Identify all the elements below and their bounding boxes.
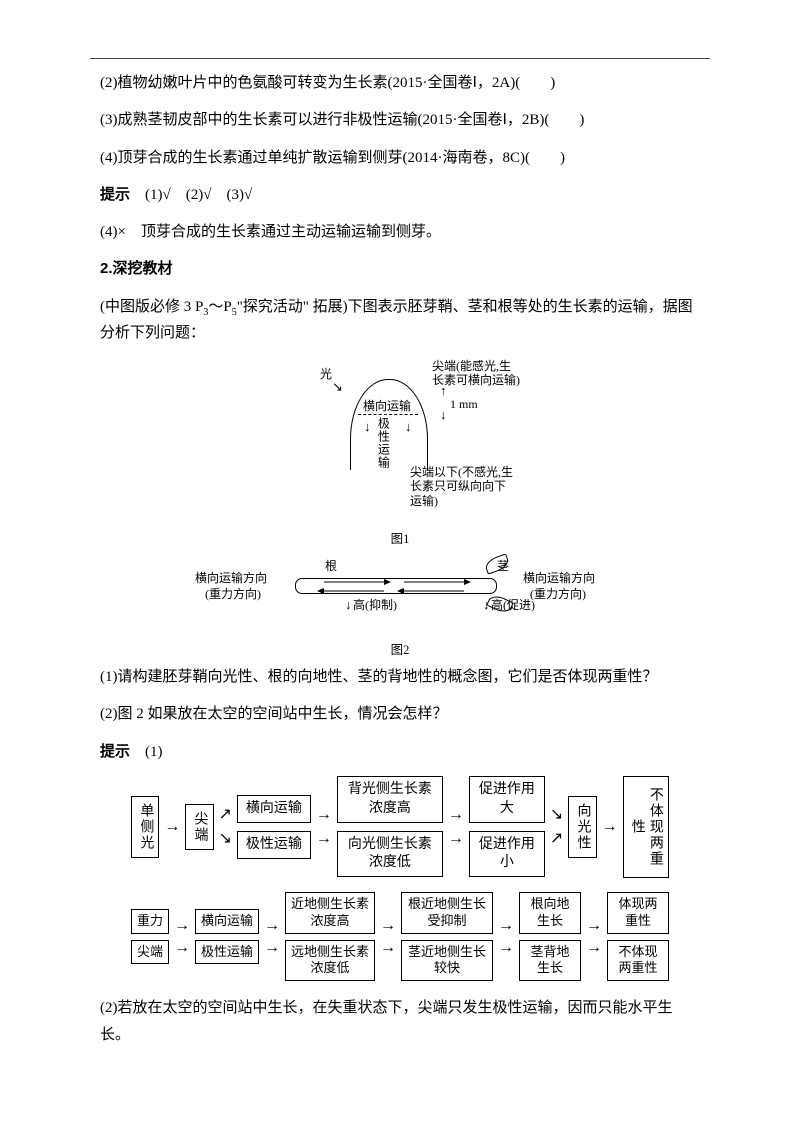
down-arrow-icon: ↓ [440, 407, 447, 423]
arrow-icon: → [174, 918, 190, 934]
arrow-icon: → [316, 831, 332, 847]
cm2-box-tip: 尖端 [131, 940, 169, 965]
arrow-icon: → [380, 918, 396, 934]
cm2-box: 极性运输 [195, 940, 259, 965]
arrow-icon: → [498, 918, 514, 934]
fig1-polar-label: 极性运输 [376, 417, 390, 469]
figure-1: 光 ↘ 横向运输 极性运输 ↓ ↓ ↑ 1 mm ↓ 尖端(能感光,生长素可横向… [100, 357, 700, 522]
fig1-below-label: 尖端以下(不感光,生长素只可纵向向下运输) [410, 465, 515, 508]
answer-line: 提示 (1) [100, 739, 700, 765]
fig1-light-label: 光 [320, 367, 332, 381]
cm2-box: 不体现两重性 [607, 940, 669, 982]
arrow-down-icon: ↘ [219, 831, 232, 847]
cm1-box-tip: 尖端 [185, 804, 213, 850]
fig2-high-promote-label: 高(促进) [491, 598, 535, 612]
hint-label: 提示 [100, 186, 130, 203]
arrow-icon: → [380, 940, 396, 956]
fig2-left-gravity-label: (重力方向) [205, 587, 261, 601]
arrow-merge-icon: ↗ [550, 831, 563, 847]
fig2-right-dir-label: 横向运输方向 [523, 571, 595, 585]
figure-2-caption: 图2 [100, 639, 700, 658]
cm1-box: 极性运输 [237, 831, 311, 859]
fig1-1mm-label: 1 mm [450, 397, 478, 411]
hint-line-2: (4)× 顶芽合成的生长素通过主动运输运输到侧芽。 [100, 219, 700, 245]
intro-a: (中图版必修 3 P [100, 299, 203, 315]
arrow-up-icon: ↗ [219, 807, 232, 823]
cm1-box: 横向运输 [237, 795, 311, 823]
section-2-heading: 2.深挖教材 [100, 256, 700, 282]
arrow-icon: → [448, 831, 464, 847]
cm2-box: 远地侧生长素浓度低 [285, 940, 375, 982]
sub-question-2: (2)图 2 如果放在太空的空间站中生长，情况会怎样？ [100, 701, 700, 727]
cm2-box: 近地侧生长素浓度高 [285, 892, 375, 934]
arrow-icon: → [264, 940, 280, 956]
cm2-box: 茎背地生长 [519, 940, 581, 982]
arrow-icon: ↘ [332, 379, 343, 395]
arrow-icon: → [586, 918, 602, 934]
cm2-box: 体现两重性 [607, 892, 669, 934]
arrow-icon: → [448, 807, 464, 823]
cm1-box-conclusion: 不体现两重性 [623, 776, 669, 878]
arrow-icon: → [498, 940, 514, 956]
fig2-arrows [299, 578, 489, 596]
fig2-right-gravity-label: (重力方向) [530, 587, 586, 601]
question-4: (4)顶芽合成的生长素通过单纯扩散运输到侧芽(2014·海南卷，8C)( ) [100, 145, 700, 171]
answer-label: 提示 [100, 743, 130, 760]
figure-1-caption: 图1 [100, 528, 700, 547]
cm2-box-gravity: 重力 [131, 909, 169, 934]
concept-map-1: 单侧光 → 尖端 ↗ ↘ 横向运输 极性运输 → → 背光侧生长素浓度高 向光侧生… [100, 776, 700, 878]
arrow-merge-icon: ↘ [550, 807, 563, 823]
fig1-dashline [358, 414, 418, 415]
cm1-box: 促进作用小 [469, 831, 545, 877]
figure-2: 根 茎 横向运输方向 (重力方向) 横向运输方向 (重力方向) ↓ 高(抑制) … [100, 553, 700, 633]
cm1-box: 促进作用大 [469, 776, 545, 822]
cm2-box: 横向运输 [195, 909, 259, 934]
fig2-root-label: 根 [325, 559, 337, 573]
arrow-icon: → [264, 918, 280, 934]
down-arrow-icon: ↓ [345, 597, 352, 613]
arrow-icon: → [586, 940, 602, 956]
fig2-high-inhibit-label: 高(抑制) [353, 598, 397, 612]
cm2-box: 根向地生长 [519, 892, 581, 934]
cm1-box: 背光侧生长素浓度高 [337, 776, 443, 822]
sub-question-1: (1)请构建胚芽鞘向光性、根的向地性、茎的背地性的概念图，它们是否体现两重性？ [100, 664, 700, 690]
intro-mid: ～P [208, 299, 231, 315]
question-3: (3)成熟茎韧皮部中的生长素可以进行非极性运输(2015·全国卷Ⅰ，2B)( ) [100, 107, 700, 133]
down-arrow-icon: ↓ [364, 419, 371, 435]
cm1-box-light: 单侧光 [131, 796, 159, 858]
cm1-box-phototropism: 向光性 [568, 796, 596, 858]
cm2-box: 茎近地侧生长较快 [401, 940, 493, 982]
arrow-icon: → [602, 819, 618, 835]
cm1-box: 向光侧生长素浓度低 [337, 831, 443, 877]
fig1-tip-label: 尖端(能感光,生长素可横向运输) [432, 359, 522, 388]
hint-1-text: (1)√ (2)√ (3)√ [130, 187, 252, 203]
question-2: (2)植物幼嫩叶片中的色氨酸可转变为生长素(2015·全国卷Ⅰ，2A)( ) [100, 70, 700, 96]
down-arrow-icon: ↓ [405, 419, 412, 435]
arrow-icon: → [164, 819, 180, 835]
intro-text: (中图版必修 3 P3～P5"探究活动" 拓展)下图表示胚芽鞘、茎和根等处的生长… [100, 294, 700, 347]
cm2-box: 根近地侧生长受抑制 [401, 892, 493, 934]
answer-1-pre: (1) [130, 744, 163, 760]
fig1-horizontal-label: 横向运输 [363, 399, 411, 413]
answer-2: (2)若放在太空的空间站中生长，在失重状态下，尖端只发生极性运输，因而只能水平生… [100, 995, 700, 1048]
arrow-icon: → [174, 940, 190, 956]
hint-line-1: 提示 (1)√ (2)√ (3)√ [100, 182, 700, 208]
fig2-left-dir-label: 横向运输方向 [195, 571, 267, 585]
arrow-icon: → [316, 807, 332, 823]
concept-map-2: 重力 尖端 → → 横向运输 极性运输 → → 近地侧生长素浓度高 远地侧生长素浓度… [100, 892, 700, 982]
down-arrow-icon: ↓ [483, 597, 490, 613]
